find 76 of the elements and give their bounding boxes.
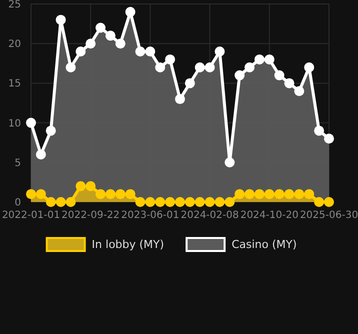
point (304, 62, 314, 72)
x-tick-label: 2025-06-30 (300, 210, 358, 221)
point (314, 126, 324, 136)
point (135, 46, 146, 57)
point (204, 197, 215, 207)
point (294, 189, 304, 200)
point (284, 78, 294, 88)
point (284, 189, 294, 200)
point (145, 46, 156, 57)
point (214, 197, 225, 207)
point (76, 46, 86, 57)
point (184, 197, 195, 207)
point (264, 54, 274, 64)
point (125, 189, 136, 200)
point (224, 197, 235, 207)
point (244, 189, 255, 200)
point (165, 197, 176, 207)
point (96, 189, 106, 200)
point (155, 62, 166, 72)
point (204, 62, 215, 72)
point (26, 118, 36, 128)
point (254, 189, 264, 200)
point (234, 189, 245, 200)
point (36, 149, 46, 160)
point (56, 14, 66, 25)
point (46, 126, 56, 136)
point (76, 181, 86, 192)
point (66, 62, 76, 72)
point (86, 38, 96, 49)
point (86, 181, 96, 192)
point (175, 94, 185, 104)
point (115, 38, 126, 49)
legend-label: Casino (MY) (232, 238, 297, 251)
y-tick-label: 20 (8, 39, 21, 50)
point (314, 197, 324, 207)
point (135, 197, 146, 207)
x-tick-label: 2024-02-08 (180, 210, 239, 221)
point (194, 62, 205, 72)
point (96, 22, 106, 33)
x-tick-label: 2024-10-20 (240, 210, 298, 221)
point (274, 70, 284, 80)
point (105, 189, 116, 200)
y-tick-label: 25 (8, 0, 21, 10)
point (294, 86, 304, 96)
point (26, 189, 36, 200)
point (264, 189, 274, 200)
point (234, 70, 245, 80)
y-tick-label: 0 (14, 198, 21, 208)
point (66, 197, 76, 207)
x-tick-label: 2022-09-22 (62, 210, 120, 221)
y-tick-label: 15 (8, 78, 21, 90)
point (46, 197, 56, 207)
point (194, 197, 205, 207)
point (324, 197, 334, 207)
legend-label: In lobby (MY) (92, 238, 164, 251)
point (184, 78, 195, 88)
point (175, 197, 185, 207)
point (105, 30, 116, 41)
point (324, 134, 334, 144)
point (254, 54, 264, 64)
point (214, 46, 225, 57)
point (145, 197, 156, 207)
x-tick-label: 2023-06-01 (121, 210, 180, 221)
point (224, 157, 235, 168)
point (125, 6, 136, 17)
x-tick-label: 2022-01-01 (2, 210, 60, 221)
point (36, 189, 46, 200)
point (165, 54, 176, 64)
point (244, 62, 255, 72)
y-tick-label: 5 (14, 158, 21, 169)
point (274, 189, 284, 200)
point (56, 197, 66, 207)
point (304, 189, 314, 200)
y-tick-label: 10 (8, 118, 21, 130)
point (155, 197, 166, 207)
point (115, 189, 126, 200)
